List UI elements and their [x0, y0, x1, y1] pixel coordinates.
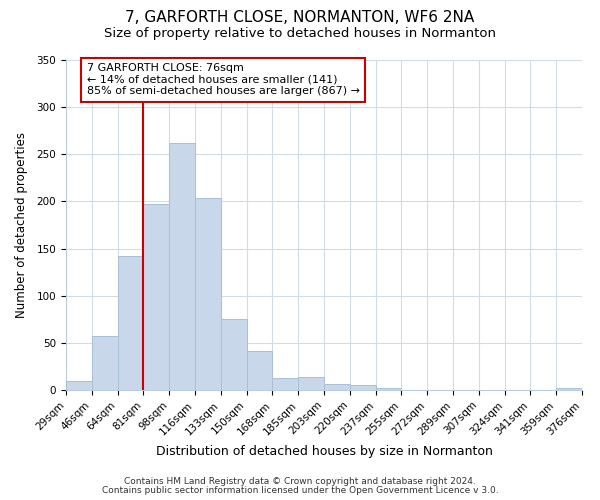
Text: 7, GARFORTH CLOSE, NORMANTON, WF6 2NA: 7, GARFORTH CLOSE, NORMANTON, WF6 2NA [125, 10, 475, 25]
Bar [66, 380, 92, 390]
Bar [298, 377, 324, 390]
Text: 7 GARFORTH CLOSE: 76sqm
← 14% of detached houses are smaller (141)
85% of semi-d: 7 GARFORTH CLOSE: 76sqm ← 14% of detache… [86, 64, 359, 96]
Bar [92, 336, 118, 390]
Text: Contains public sector information licensed under the Open Government Licence v : Contains public sector information licen… [101, 486, 499, 495]
Bar [143, 204, 169, 390]
X-axis label: Distribution of detached houses by size in Normanton: Distribution of detached houses by size … [155, 445, 493, 458]
Bar [221, 320, 247, 390]
Bar [376, 388, 401, 390]
Bar [324, 384, 350, 390]
Bar [118, 256, 143, 390]
Bar [556, 388, 582, 390]
Bar [247, 352, 272, 390]
Text: Contains HM Land Registry data © Crown copyright and database right 2024.: Contains HM Land Registry data © Crown c… [124, 477, 476, 486]
Bar [272, 378, 298, 390]
Bar [195, 198, 221, 390]
Bar [169, 143, 195, 390]
Bar [350, 386, 376, 390]
Y-axis label: Number of detached properties: Number of detached properties [15, 132, 28, 318]
Text: Size of property relative to detached houses in Normanton: Size of property relative to detached ho… [104, 28, 496, 40]
